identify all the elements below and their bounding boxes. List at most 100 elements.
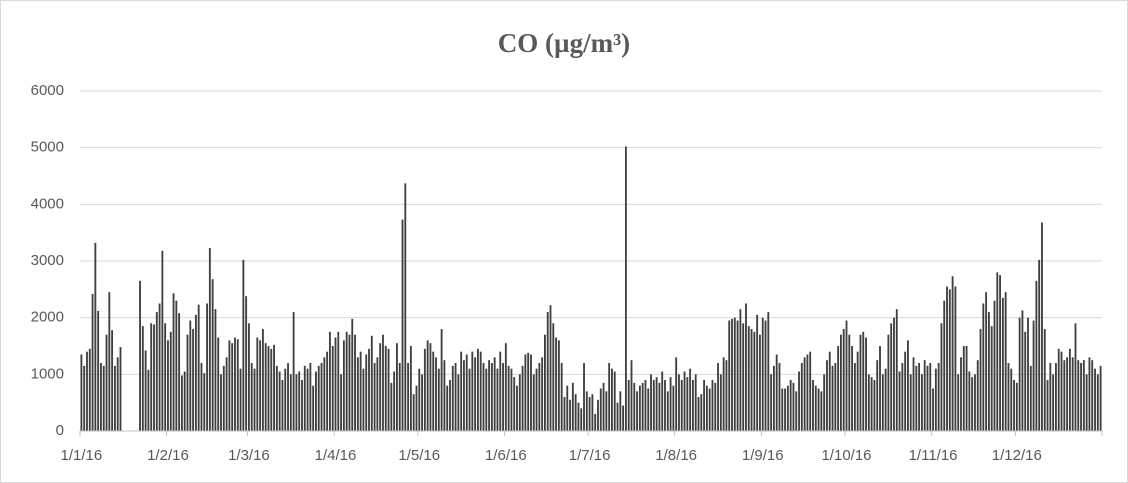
bar xyxy=(641,382,644,431)
bar xyxy=(454,363,457,431)
bar xyxy=(1063,360,1066,431)
bar xyxy=(920,374,923,431)
bar xyxy=(172,293,175,431)
bar xyxy=(206,303,208,431)
bar xyxy=(446,385,449,431)
bar xyxy=(904,351,907,431)
bar xyxy=(929,363,932,431)
bar xyxy=(820,391,823,431)
x-tick-label: 1/10/16 xyxy=(821,447,871,464)
bar xyxy=(524,354,527,431)
bar xyxy=(86,351,88,431)
bar xyxy=(546,312,549,431)
bar xyxy=(996,272,999,431)
bar xyxy=(303,365,306,431)
bar xyxy=(661,371,664,431)
bar xyxy=(711,380,714,431)
bar xyxy=(719,374,722,431)
bar xyxy=(139,280,141,431)
bar xyxy=(809,351,812,431)
bar xyxy=(1077,360,1080,431)
bar xyxy=(102,365,105,431)
bar xyxy=(535,368,538,431)
bar xyxy=(370,335,373,431)
x-tick-label: 1/7/16 xyxy=(569,447,611,464)
bar xyxy=(278,371,281,431)
bar xyxy=(965,346,968,431)
bar xyxy=(1043,329,1046,431)
bar xyxy=(638,385,641,431)
bar xyxy=(415,385,418,431)
bar xyxy=(225,357,228,431)
bar xyxy=(1029,365,1032,431)
bar xyxy=(574,394,577,431)
bar xyxy=(457,374,460,431)
bar xyxy=(842,329,845,431)
bar xyxy=(485,368,488,431)
bar xyxy=(368,348,370,431)
bar xyxy=(781,388,784,431)
bar xyxy=(599,388,602,431)
bar xyxy=(1091,360,1094,431)
bar xyxy=(541,357,544,431)
bar xyxy=(583,363,585,431)
bar xyxy=(954,286,957,431)
bar xyxy=(683,371,686,431)
bar xyxy=(881,374,884,431)
bar xyxy=(259,340,262,431)
bar xyxy=(248,323,250,431)
bar xyxy=(222,365,225,431)
bar xyxy=(180,375,183,431)
bar xyxy=(108,292,111,431)
x-tick-label: 1/5/16 xyxy=(398,447,440,464)
bar xyxy=(504,343,507,431)
bar xyxy=(194,314,197,431)
bar xyxy=(178,313,181,431)
bar xyxy=(652,380,655,431)
bar xyxy=(250,363,253,431)
bar xyxy=(88,348,91,431)
bar xyxy=(407,363,410,431)
bar xyxy=(837,346,840,431)
bar xyxy=(348,334,351,431)
bar xyxy=(834,363,837,431)
bar xyxy=(887,334,890,431)
x-tick-label: 1/6/16 xyxy=(485,447,527,464)
bar xyxy=(521,365,524,431)
bar xyxy=(323,357,326,431)
bar xyxy=(675,357,678,431)
bar xyxy=(957,374,960,431)
bar xyxy=(597,399,599,431)
bar xyxy=(183,371,186,431)
bar xyxy=(976,360,979,431)
bar xyxy=(588,397,591,431)
bar xyxy=(1027,317,1029,431)
bar xyxy=(189,320,192,431)
bar xyxy=(552,323,555,431)
bar xyxy=(602,382,605,431)
bar xyxy=(870,377,873,431)
bar xyxy=(493,357,496,431)
bar xyxy=(273,344,275,431)
x-tick-label: 1/2/16 xyxy=(147,447,189,464)
bar xyxy=(1021,310,1024,431)
bar xyxy=(490,363,493,431)
x-tick-label: 1/12/16 xyxy=(992,447,1042,464)
bar xyxy=(865,337,867,431)
bar xyxy=(155,312,158,431)
bar xyxy=(345,331,348,431)
bar xyxy=(94,242,97,431)
bar xyxy=(979,329,982,431)
y-tick-label: 6000 xyxy=(31,82,64,99)
bar xyxy=(331,346,334,431)
bar xyxy=(164,323,167,431)
bar xyxy=(312,385,315,431)
bar xyxy=(658,382,661,431)
bar xyxy=(342,340,345,431)
bar xyxy=(267,346,270,431)
bar xyxy=(499,351,502,431)
bar xyxy=(943,300,946,431)
bar xyxy=(999,275,1002,431)
bar xyxy=(569,399,571,431)
bar xyxy=(689,368,692,431)
